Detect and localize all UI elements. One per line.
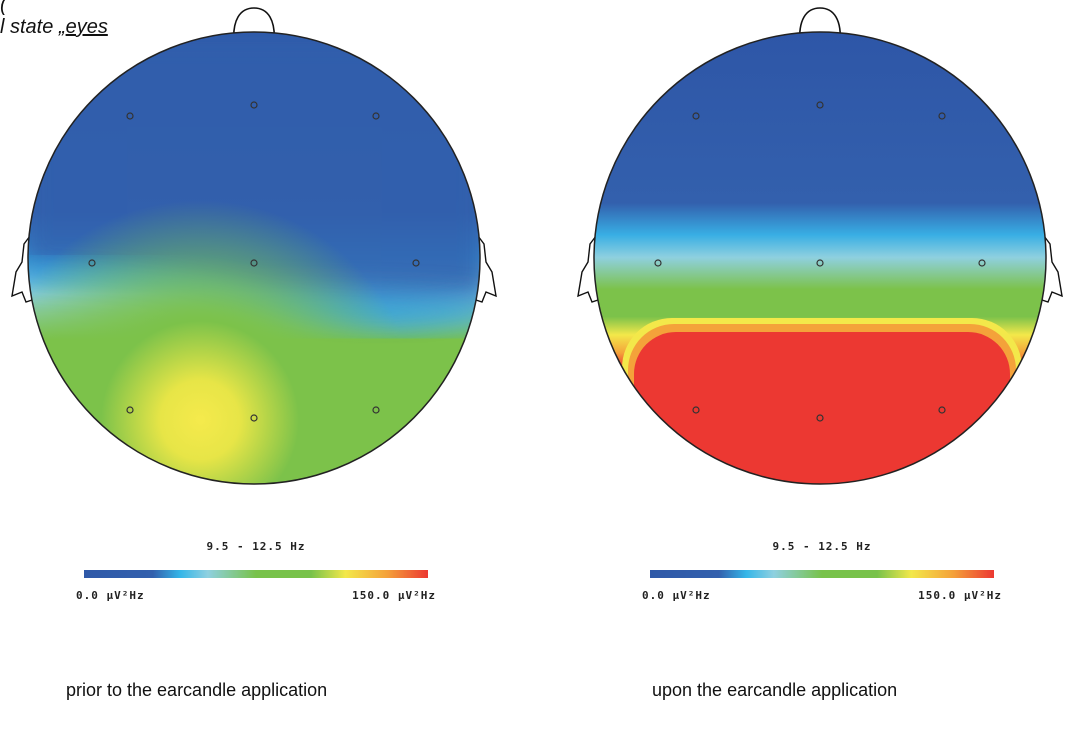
head-outline (593, 31, 1047, 485)
caption-before: prior to the earcandle application (66, 680, 328, 700)
topomap-before (11, 7, 497, 485)
electrode-markers (654, 101, 986, 422)
header-eyes-underlined: eyes (65, 16, 108, 38)
left-ear-outline (577, 235, 599, 303)
color-scale-after: 9.5 - 12.5 Hz 0.0 µV²Hz 150.0 µV²Hz (642, 540, 1002, 602)
scale-min-label: 0.0 µV²Hz (76, 589, 145, 602)
color-scale-bar (650, 570, 994, 578)
right-ear-outline (1041, 235, 1063, 303)
electrode-markers (88, 101, 420, 422)
scale-max-label: 150.0 µV²Hz (918, 589, 1002, 602)
nose-outline (798, 7, 842, 45)
frequency-band-label: 9.5 - 12.5 Hz (206, 540, 306, 553)
left-ear-outline (11, 235, 33, 303)
color-scale-before: 9.5 - 12.5 Hz 0.0 µV²Hz 150.0 µV²Hz (76, 540, 436, 602)
topomap-after (577, 7, 1063, 485)
scale-min-label: 0.0 µV²Hz (642, 589, 711, 602)
frequency-band-label: 9.5 - 12.5 Hz (772, 540, 872, 553)
right-ear-outline (475, 235, 497, 303)
scale-max-label: 150.0 µV²Hz (352, 589, 436, 602)
header-line-2: l state „eyes (0, 16, 108, 38)
nose-outline (232, 7, 276, 45)
header-text: ( l state „eyes (0, 0, 108, 38)
head-outline (27, 31, 481, 485)
header-line-1: ( (0, 0, 7, 16)
caption-after: upon the earcandle application (652, 680, 898, 700)
color-scale-bar (84, 570, 428, 578)
